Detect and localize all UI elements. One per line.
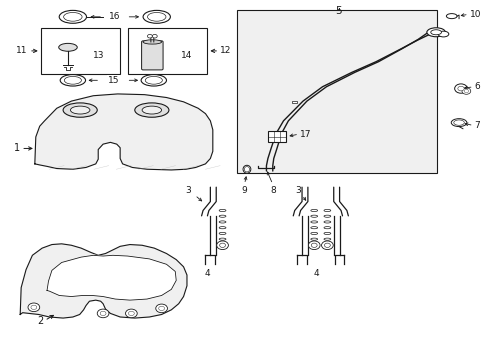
Ellipse shape bbox=[426, 28, 445, 37]
Ellipse shape bbox=[437, 31, 448, 37]
Circle shape bbox=[158, 306, 164, 311]
Ellipse shape bbox=[219, 210, 225, 212]
Ellipse shape bbox=[59, 10, 86, 23]
Bar bbox=[237, 10, 436, 173]
Circle shape bbox=[147, 35, 152, 38]
Text: 4: 4 bbox=[204, 269, 210, 278]
Ellipse shape bbox=[219, 238, 225, 240]
Polygon shape bbox=[35, 94, 212, 170]
Circle shape bbox=[128, 311, 134, 316]
Ellipse shape bbox=[141, 75, 166, 86]
Ellipse shape bbox=[430, 30, 441, 35]
Text: 13: 13 bbox=[93, 51, 105, 60]
Circle shape bbox=[156, 304, 167, 313]
Ellipse shape bbox=[219, 215, 225, 217]
Circle shape bbox=[219, 243, 225, 247]
Ellipse shape bbox=[64, 76, 81, 84]
Bar bbox=[292, 101, 297, 103]
Text: 16: 16 bbox=[109, 12, 121, 21]
Ellipse shape bbox=[63, 103, 97, 117]
Ellipse shape bbox=[147, 13, 165, 21]
Circle shape bbox=[311, 243, 317, 247]
Circle shape bbox=[324, 243, 330, 247]
Ellipse shape bbox=[70, 106, 90, 114]
Circle shape bbox=[125, 309, 137, 318]
Ellipse shape bbox=[60, 75, 85, 86]
Circle shape bbox=[152, 35, 157, 38]
Circle shape bbox=[97, 309, 109, 318]
Text: 15: 15 bbox=[107, 76, 119, 85]
Bar bbox=[41, 28, 120, 74]
Ellipse shape bbox=[324, 238, 330, 240]
Text: 14: 14 bbox=[181, 51, 192, 60]
Circle shape bbox=[454, 84, 467, 93]
Ellipse shape bbox=[324, 210, 330, 212]
Ellipse shape bbox=[142, 106, 161, 114]
Bar bbox=[128, 28, 207, 74]
Text: 1: 1 bbox=[14, 143, 20, 153]
Text: 17: 17 bbox=[300, 130, 311, 139]
Ellipse shape bbox=[310, 221, 317, 223]
Text: 12: 12 bbox=[220, 46, 231, 55]
Circle shape bbox=[28, 303, 40, 312]
Bar bbox=[267, 131, 286, 142]
Text: 6: 6 bbox=[474, 82, 479, 91]
Ellipse shape bbox=[324, 221, 330, 223]
Ellipse shape bbox=[219, 232, 225, 234]
Text: 3: 3 bbox=[185, 185, 191, 194]
Ellipse shape bbox=[446, 14, 456, 19]
Text: 2: 2 bbox=[37, 316, 43, 326]
Ellipse shape bbox=[310, 232, 317, 234]
Text: 11: 11 bbox=[16, 46, 27, 55]
Text: 7: 7 bbox=[474, 121, 479, 130]
Ellipse shape bbox=[310, 226, 317, 229]
Ellipse shape bbox=[143, 40, 161, 44]
Text: 3: 3 bbox=[295, 185, 301, 194]
Ellipse shape bbox=[310, 238, 317, 240]
Ellipse shape bbox=[244, 167, 249, 172]
Ellipse shape bbox=[450, 119, 466, 127]
Ellipse shape bbox=[219, 226, 225, 229]
Circle shape bbox=[216, 241, 228, 249]
Text: 5: 5 bbox=[335, 6, 341, 16]
Text: 9: 9 bbox=[241, 186, 247, 195]
Circle shape bbox=[321, 241, 332, 249]
Polygon shape bbox=[20, 244, 186, 318]
Text: 8: 8 bbox=[269, 186, 275, 195]
Ellipse shape bbox=[453, 120, 464, 125]
Ellipse shape bbox=[324, 215, 330, 217]
Circle shape bbox=[457, 86, 463, 91]
Circle shape bbox=[308, 241, 320, 249]
Ellipse shape bbox=[63, 13, 82, 21]
Circle shape bbox=[100, 311, 106, 316]
Ellipse shape bbox=[324, 232, 330, 234]
Circle shape bbox=[463, 89, 468, 93]
Circle shape bbox=[31, 305, 37, 310]
Ellipse shape bbox=[219, 221, 225, 223]
Ellipse shape bbox=[143, 10, 170, 23]
Text: 4: 4 bbox=[313, 269, 319, 278]
Ellipse shape bbox=[324, 226, 330, 229]
Polygon shape bbox=[47, 255, 176, 300]
Text: 10: 10 bbox=[469, 10, 480, 19]
Ellipse shape bbox=[310, 210, 317, 212]
FancyBboxPatch shape bbox=[142, 41, 163, 70]
Ellipse shape bbox=[59, 43, 77, 51]
Ellipse shape bbox=[135, 103, 168, 117]
Ellipse shape bbox=[145, 76, 162, 84]
Ellipse shape bbox=[310, 215, 317, 217]
Ellipse shape bbox=[243, 165, 250, 173]
Circle shape bbox=[461, 88, 470, 94]
